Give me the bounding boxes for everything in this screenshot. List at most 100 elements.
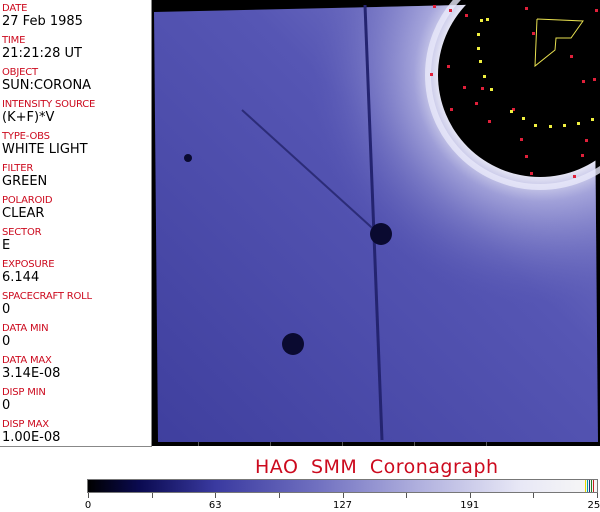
marker-dot	[591, 118, 594, 121]
field-value: 21:21:28 UT	[2, 46, 82, 61]
marker-dot	[534, 124, 537, 127]
marker-dot	[430, 73, 433, 76]
marker-dot	[479, 60, 482, 63]
marker-dot	[525, 7, 528, 10]
marker-dot	[549, 125, 552, 128]
field-label: TIME	[2, 35, 26, 46]
marker-dot	[577, 122, 580, 125]
marker-dot	[532, 32, 535, 35]
colorbar-tick	[151, 493, 153, 498]
field-type-obs: TYPE-OBS WHITE LIGHT	[2, 131, 88, 157]
marker-dot	[463, 86, 466, 89]
field-label: DISP MIN	[2, 387, 46, 398]
colorbar	[87, 479, 598, 493]
field-value: 0	[2, 398, 11, 413]
field-value: E	[2, 238, 11, 253]
field-filter: FILTER GREEN	[2, 163, 47, 189]
coronagraph-image	[152, 0, 600, 446]
field-disp-max: DISP MAX 1.00E-08	[2, 419, 60, 445]
marker-dot	[512, 108, 515, 111]
marker-dot	[481, 87, 484, 90]
colorbar-tick	[469, 493, 471, 498]
field-label: SECTOR	[2, 227, 42, 238]
colorbar-tick-label: 63	[208, 500, 222, 511]
field-intensity-source: INTENSITY SOURCE (K+F)*V	[2, 99, 95, 125]
colorbar-tick	[278, 493, 280, 498]
field-value: 3.14E-08	[2, 366, 61, 381]
field-value: (K+F)*V	[2, 110, 55, 125]
colorbar-marker	[589, 480, 590, 492]
colorbar-tick-label: 191	[460, 500, 480, 511]
colorbar-tick	[215, 493, 217, 498]
field-data-max: DATA MAX 3.14E-08	[2, 355, 60, 381]
instrument-title: HAO SMM Coronagraph	[255, 456, 499, 478]
occulter-pylon	[363, 4, 384, 441]
colorbar-marker	[591, 480, 592, 492]
field-value: 1.00E-08	[2, 430, 61, 445]
field-spacecraft-roll: SPACECRAFT ROLL 0	[2, 291, 92, 317]
sun-orientation-marker	[534, 18, 584, 68]
marker-dot	[433, 5, 436, 8]
field-disp-min: DISP MIN 0	[2, 387, 46, 413]
marker-dot	[449, 9, 452, 12]
field-value: CLEAR	[2, 206, 45, 221]
marker-dot	[483, 75, 486, 78]
field-label: DATE	[2, 3, 28, 14]
marker-dot	[530, 172, 533, 175]
colorbar-marker	[585, 480, 586, 492]
field-object: OBJECT SUN:CORONA	[2, 67, 91, 93]
marker-dot	[573, 175, 576, 178]
field-value: WHITE LIGHT	[2, 142, 88, 157]
colorbar-marker	[593, 480, 594, 492]
field-value: 0	[2, 334, 11, 349]
marker-dot	[581, 154, 584, 157]
marker-dot	[477, 33, 480, 36]
field-data-min: DATA MIN 0	[2, 323, 49, 349]
field-label: DISP MAX	[2, 419, 49, 430]
field-polaroid: POLAROID CLEAR	[2, 195, 53, 221]
field-date: DATE 27 Feb 1985	[2, 3, 83, 29]
field-label: DATA MIN	[2, 323, 49, 334]
field-sector: SECTOR E	[2, 227, 42, 253]
colorbar-tick-label: 255	[587, 500, 600, 511]
marker-dot	[475, 102, 478, 105]
marker-dot	[525, 155, 528, 158]
marker-dot	[585, 139, 588, 142]
grid-markers	[430, 5, 598, 178]
marker-dot	[477, 47, 480, 50]
marker-dot	[486, 18, 489, 21]
field-label: TYPE-OBS	[2, 131, 50, 142]
header-info-panel: DATE 27 Feb 1985 TIME 21:21:28 UT OBJECT SUN:…	[0, 0, 152, 447]
colorbar-tick-label: 127	[332, 500, 353, 511]
colorbar-tick	[88, 493, 89, 498]
dark-spot	[282, 333, 304, 355]
colorbar-tick	[597, 493, 598, 498]
marker-dot	[465, 14, 468, 17]
field-value: SUN:CORONA	[2, 78, 92, 93]
field-value: 0	[2, 302, 11, 317]
marker-dot	[570, 55, 573, 58]
field-label: DATA MAX	[2, 355, 52, 366]
field-label: OBJECT	[2, 67, 38, 78]
marker-dot	[563, 124, 566, 127]
field-time: TIME 21:21:28 UT	[2, 35, 82, 61]
marker-dot	[447, 65, 450, 68]
field-label: SPACECRAFT ROLL	[2, 291, 92, 302]
colorbar-tick-label: 0	[84, 500, 92, 511]
field-label: POLAROID	[2, 195, 53, 206]
dark-spot	[370, 223, 392, 245]
marker-dot	[595, 9, 598, 12]
field-label: INTENSITY SOURCE	[2, 99, 96, 110]
field-label: FILTER	[2, 163, 34, 174]
colorbar-tick	[406, 493, 408, 498]
colorbar-marker	[587, 480, 588, 492]
marker-dot	[520, 138, 523, 141]
marker-dot	[488, 120, 491, 123]
field-value: 27 Feb 1985	[2, 14, 83, 29]
marker-dot	[510, 110, 513, 113]
marker-dot	[522, 117, 525, 120]
field-value: GREEN	[2, 174, 48, 189]
field-value: 6.144	[2, 270, 40, 285]
marker-dot	[450, 108, 453, 111]
occulting-disk	[438, 0, 600, 177]
